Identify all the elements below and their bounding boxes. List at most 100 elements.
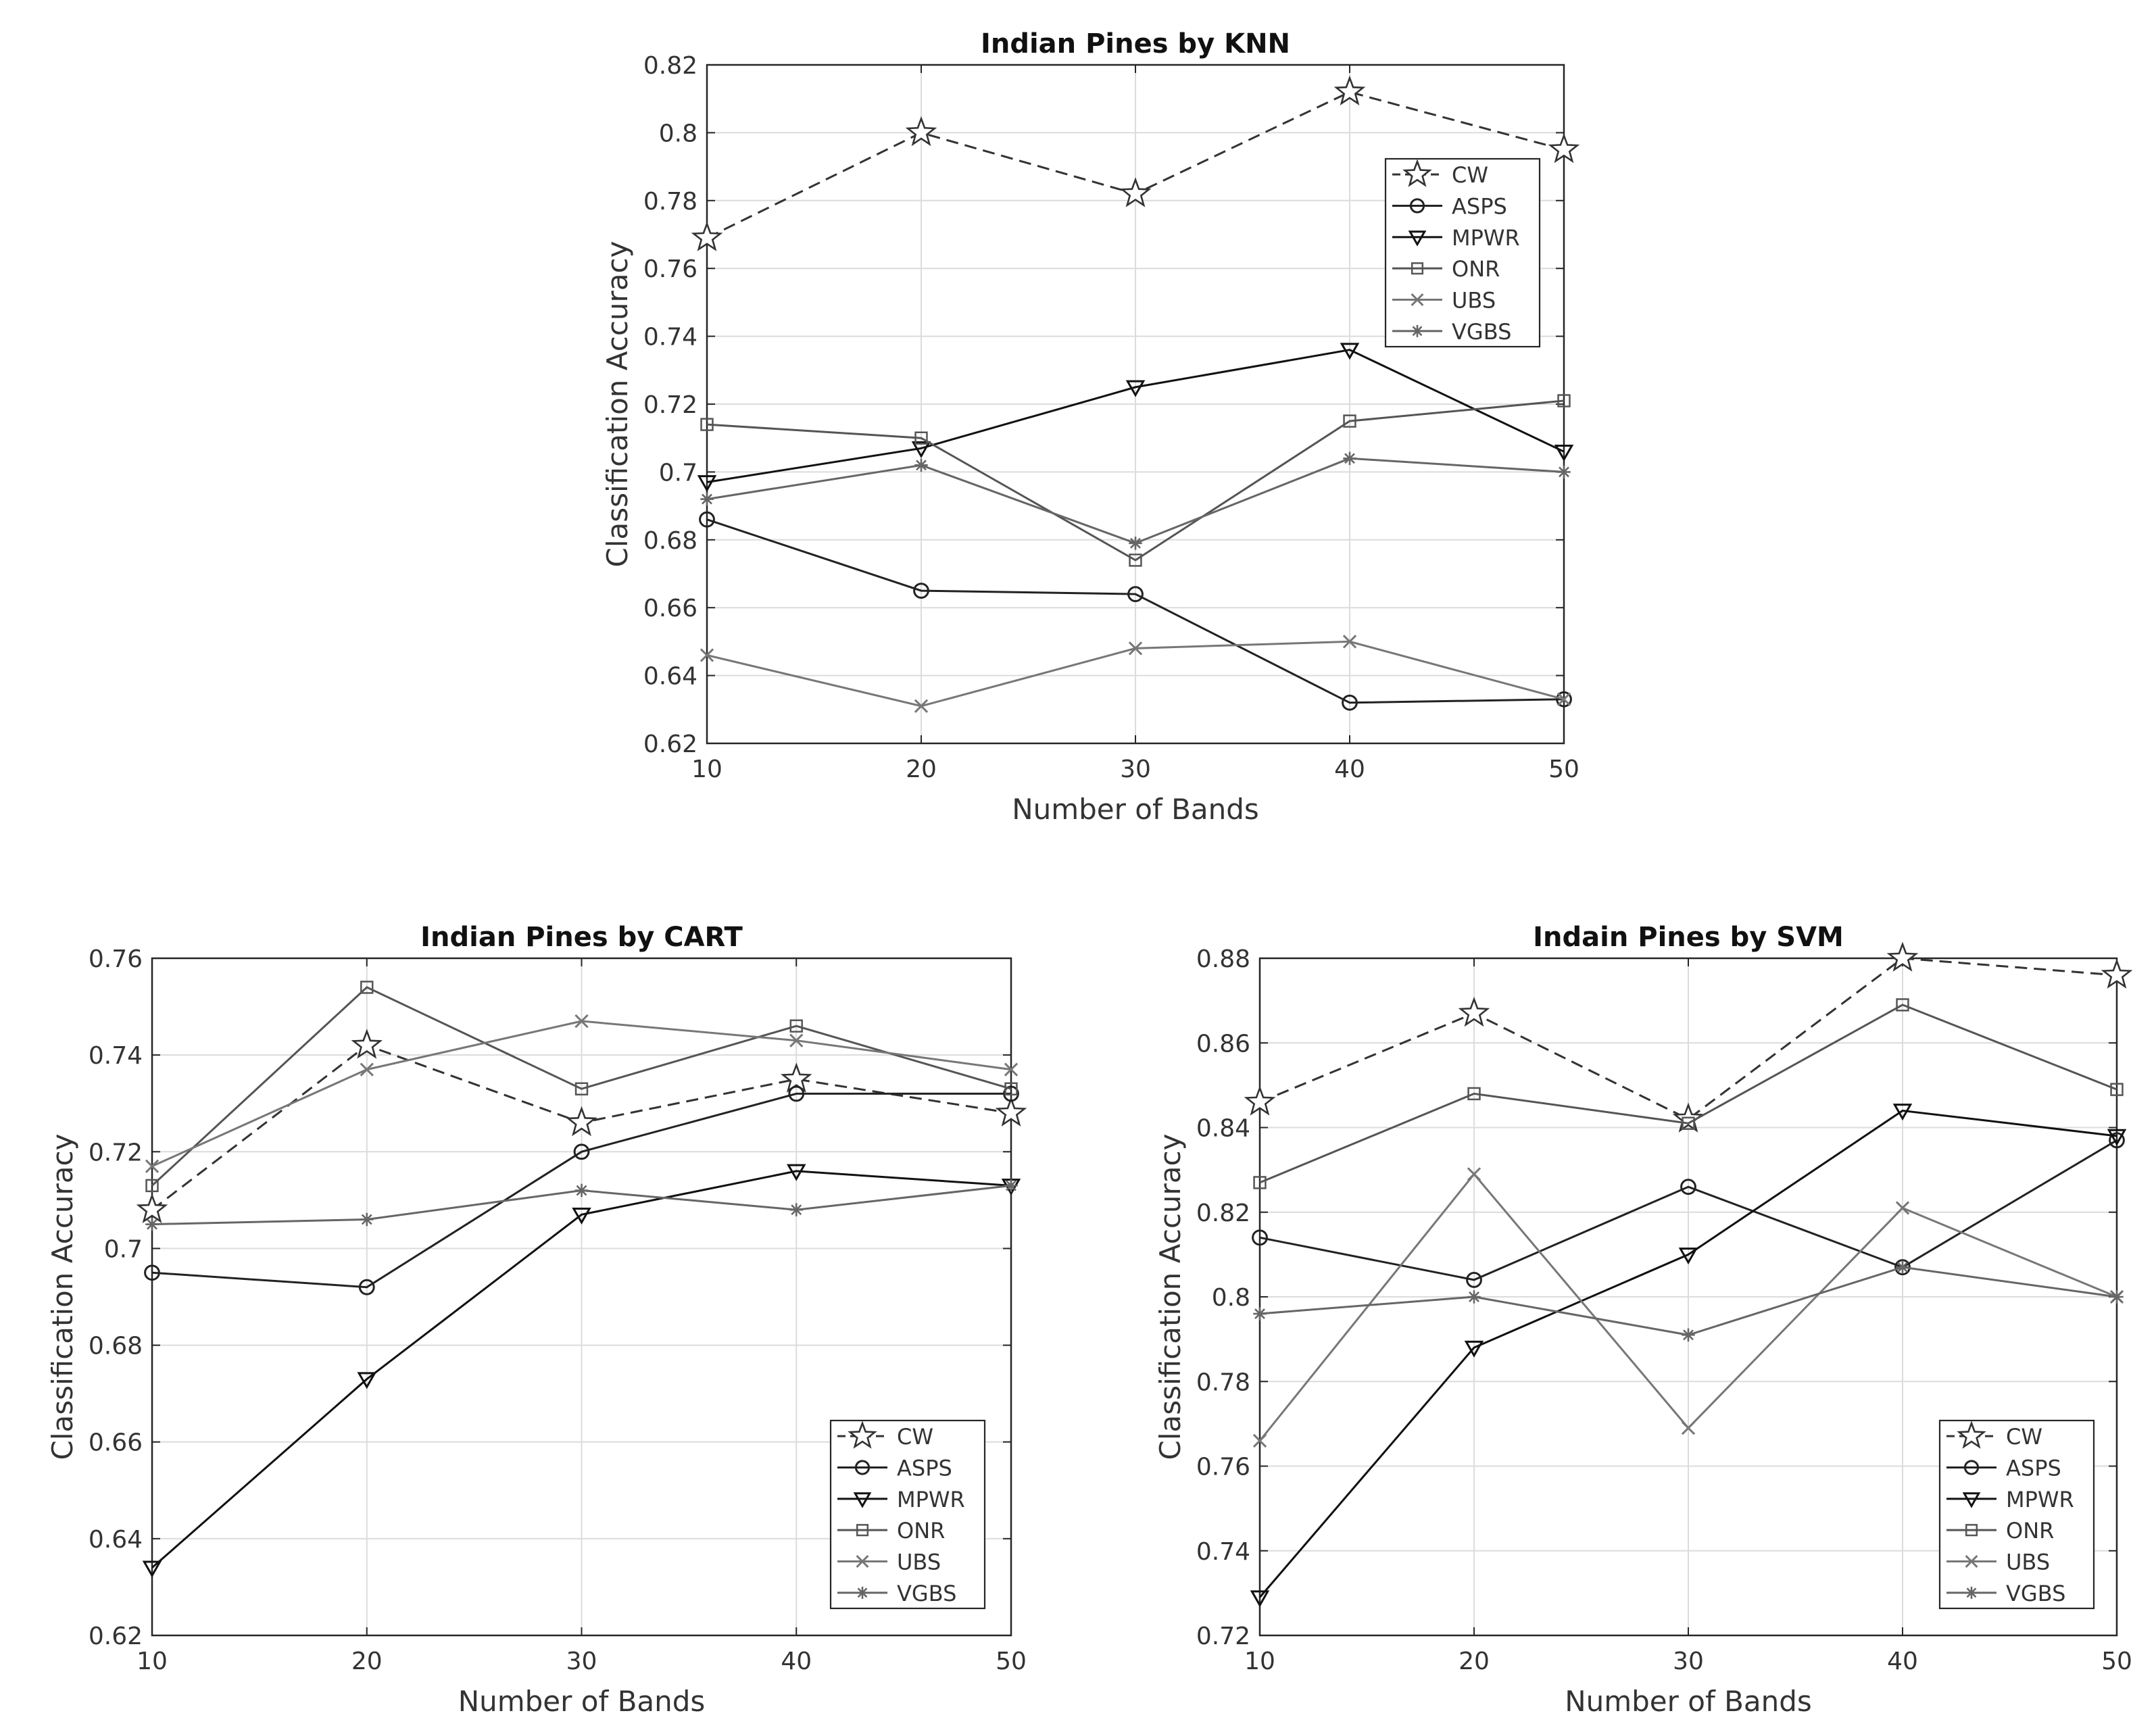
series-cw [136, 1029, 1027, 1224]
legend-marker-vgbs [1411, 324, 1423, 337]
legend: CW ASPS MPWR ONR UBS VGBS [1384, 157, 1541, 348]
data-point-asps [1342, 694, 1358, 711]
legend-marker-asps [1409, 198, 1425, 214]
series-line-onr [706, 399, 1565, 562]
y-tick-label: 0.78 [643, 188, 697, 216]
x-tick-label: 20 [906, 756, 937, 783]
series-mpwr [1250, 1104, 2127, 1608]
x-tick-label: 40 [781, 1648, 812, 1675]
data-point-vgbs [914, 458, 928, 472]
legend-marker-onr [1965, 1524, 1978, 1537]
data-point-mpwr [911, 441, 931, 458]
legend-marker-cw [1402, 159, 1432, 187]
legend-box [1384, 157, 1541, 348]
chart-title: Indian Pines by KNN [981, 28, 1290, 59]
legend-label-vgbs: VGBS [2006, 1581, 2065, 1606]
series-onr [1253, 998, 2124, 1189]
data-point-onr [1682, 1116, 1695, 1130]
data-point-ubs [1681, 1421, 1696, 1435]
data-point-ubs [1252, 1433, 1267, 1448]
legend-marker-onr [1411, 262, 1424, 275]
data-point-ubs [1004, 1062, 1019, 1077]
x-axis-label: Number of Bands [458, 1685, 706, 1718]
data-point-vgbs [1557, 465, 1571, 479]
series-vgbs [145, 1179, 1018, 1231]
legend-label-vgbs: VGBS [1452, 319, 1511, 345]
data-point-onr [914, 431, 928, 445]
data-point-vgbs [1004, 1179, 1018, 1193]
data-point-vgbs [1467, 1290, 1481, 1304]
data-point-mpwr [1125, 380, 1146, 397]
data-point-mpwr [786, 1164, 806, 1181]
x-tick-label: 30 [1673, 1648, 1704, 1675]
data-point-asps [1003, 1085, 1019, 1102]
legend-label-ubs: UBS [2006, 1550, 2050, 1575]
series-asps [1252, 1132, 2125, 1288]
data-point-ubs [1895, 1201, 1910, 1215]
y-tick-label: 0.76 [89, 945, 143, 973]
y-tick-label: 0.64 [89, 1526, 143, 1554]
legend-marker-ubs [856, 1555, 869, 1568]
legend-marker-ubs [1965, 1555, 1978, 1568]
x-tick-label: 50 [2101, 1648, 2132, 1675]
data-point-cw [691, 221, 723, 251]
y-tick-label: 0.7 [659, 459, 697, 487]
data-point-onr [1129, 553, 1142, 567]
data-point-vgbs [145, 1217, 159, 1231]
chart-panel-1: 10 20 30 40 50 0.62 0.64 0.66 0.68 0.7 0.72 0.74 0.7… [601, 28, 1580, 826]
series-onr [145, 981, 1018, 1193]
series-line-asps [151, 1092, 1011, 1289]
data-point-ubs [360, 1062, 374, 1077]
legend-marker-asps [1963, 1460, 1980, 1475]
y-tick-label: 0.86 [1196, 1030, 1250, 1058]
data-point-vgbs [700, 492, 714, 506]
series-onr [700, 394, 1571, 567]
data-point-ubs [1557, 692, 1571, 706]
legend-marker-cw [848, 1421, 877, 1449]
x-tick-label: 10 [137, 1648, 168, 1675]
data-point-ubs [789, 1033, 804, 1047]
y-tick-label: 0.76 [1196, 1454, 1250, 1481]
data-point-asps [1556, 691, 1572, 708]
data-point-cw [1886, 941, 1919, 972]
data-point-asps [913, 583, 929, 599]
x-tick-label: 50 [1548, 756, 1579, 783]
data-point-mpwr [572, 1208, 591, 1225]
data-point-asps [699, 511, 715, 528]
data-point-vgbs [1253, 1307, 1267, 1320]
data-point-asps [2109, 1132, 2125, 1149]
data-point-cw [2101, 958, 2133, 989]
data-point-vgbs [360, 1212, 374, 1227]
data-point-onr [1896, 998, 1909, 1012]
y-tick-label: 0.76 [643, 255, 697, 283]
y-axis-label: Classification Accuracy [601, 241, 634, 568]
series-line-mpwr [1258, 1109, 2117, 1598]
legend: CW ASPS MPWR ONR UBS VGBS [829, 1419, 986, 1610]
legend-marker-cw [1957, 1421, 1986, 1449]
data-point-mpwr [2107, 1129, 2127, 1146]
series-asps [699, 511, 1572, 711]
legend-marker-asps [854, 1460, 871, 1475]
data-point-asps [788, 1085, 805, 1102]
data-point-cw [780, 1062, 812, 1093]
chart-title: Indian Pines by CART [420, 922, 743, 953]
x-tick-label: 20 [351, 1648, 383, 1675]
data-point-mpwr [1554, 445, 1574, 462]
series-line-mpwr [706, 349, 1565, 483]
legend-marker-vgbs [856, 1586, 868, 1599]
data-point-ubs [145, 1159, 160, 1173]
legend-marker-mpwr [1408, 230, 1427, 247]
data-point-onr [1004, 1082, 1018, 1095]
y-axis-label: Classification Accuracy [46, 1134, 79, 1460]
data-point-cw [1458, 996, 1490, 1027]
legend: CW ASPS MPWR ONR UBS VGBS [1938, 1419, 2095, 1610]
data-point-cw [1333, 75, 1366, 106]
y-tick-label: 0.8 [659, 120, 697, 147]
series-cw [691, 75, 1580, 251]
data-point-mpwr [357, 1372, 377, 1389]
y-tick-label: 0.82 [1196, 1200, 1250, 1227]
data-point-onr [360, 981, 374, 994]
y-tick-label: 0.74 [89, 1042, 143, 1070]
x-tick-label: 40 [1887, 1648, 1918, 1675]
data-point-asps [144, 1264, 160, 1281]
